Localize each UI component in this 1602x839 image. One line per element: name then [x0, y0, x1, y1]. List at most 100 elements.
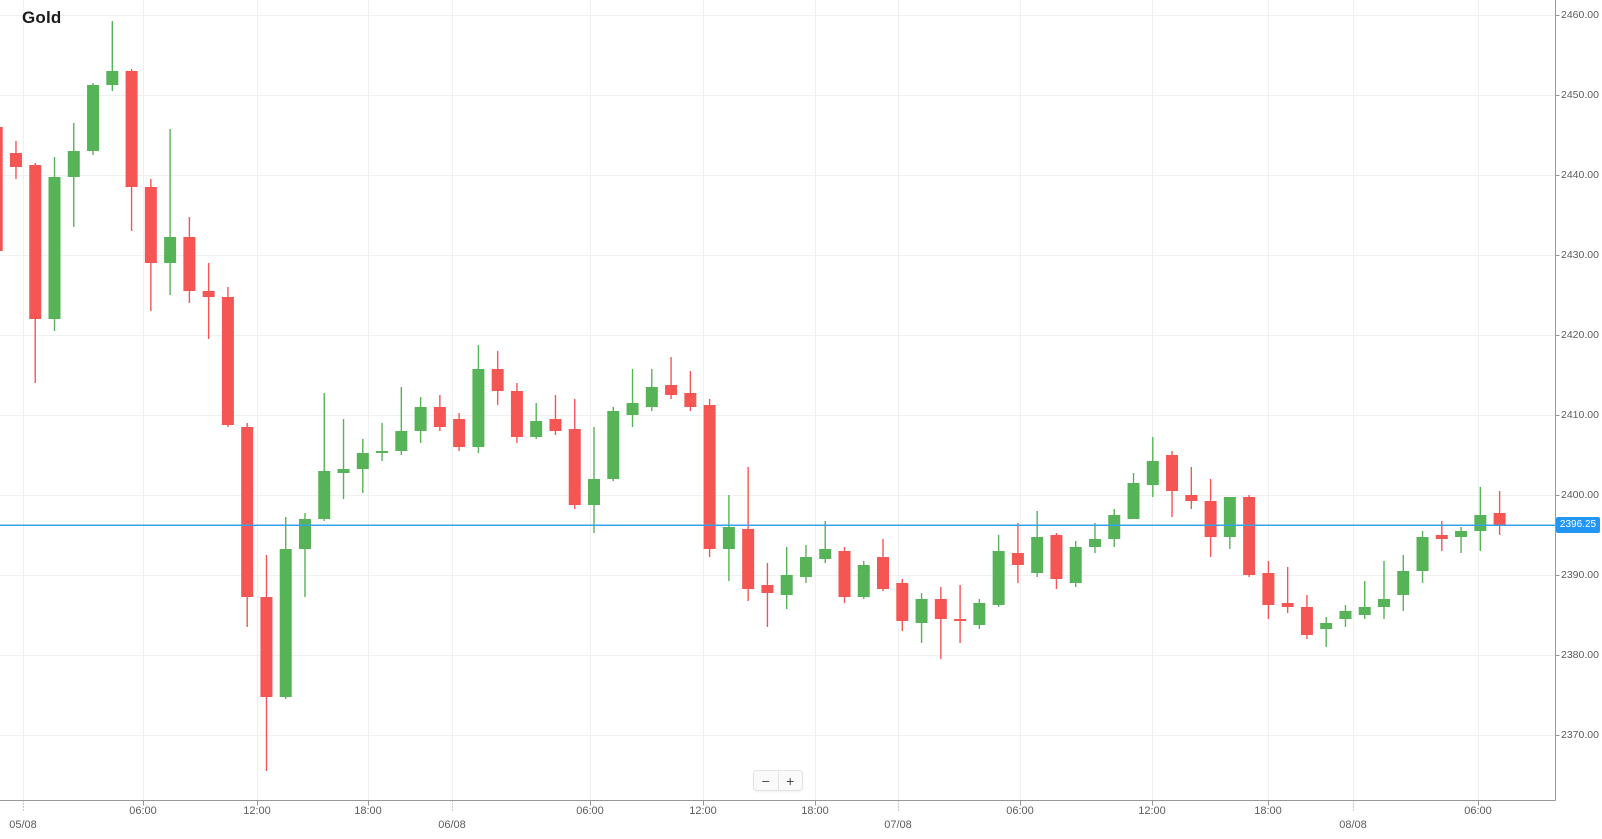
candle	[607, 407, 620, 481]
candle	[298, 513, 311, 597]
candle-body-down	[896, 583, 909, 621]
candle-body-down	[125, 71, 138, 187]
candle	[1166, 451, 1179, 517]
candle-body-up	[87, 85, 100, 151]
candle	[1339, 605, 1352, 627]
candle	[376, 423, 389, 461]
candle-body-down	[1300, 607, 1313, 635]
candle-body-down	[433, 407, 446, 427]
candle	[1435, 521, 1448, 551]
candle	[1281, 567, 1294, 613]
candle	[183, 217, 196, 303]
candle-body-down	[144, 187, 157, 263]
candle-body-down	[684, 393, 697, 407]
candle	[125, 69, 138, 231]
candle-body-down	[0, 127, 3, 251]
zoom-out-button[interactable]: −	[754, 771, 778, 790]
time-axis-label: 06:00	[1006, 805, 1034, 817]
candle-body-down	[1050, 535, 1063, 579]
zoom-controls: − +	[753, 770, 803, 791]
candle	[0, 127, 3, 251]
candle-body-down	[1493, 513, 1506, 525]
time-axis-label: 06:00	[129, 805, 157, 817]
candle-body-down	[202, 291, 215, 297]
candle	[1011, 523, 1024, 583]
candle-body-up	[1146, 461, 1159, 485]
candle	[29, 163, 42, 383]
candle	[87, 83, 100, 155]
candle-body-up	[588, 479, 601, 505]
candle-body-up	[1474, 515, 1487, 531]
date-axis-label: 07/08	[884, 819, 912, 831]
candle	[1358, 581, 1371, 619]
time-axis-label: 18:00	[1254, 805, 1282, 817]
candle	[1185, 467, 1198, 509]
time-axis-label: 12:00	[689, 805, 717, 817]
date-axis-label: 08/08	[1339, 819, 1367, 831]
price-axis-label: 2390.00	[1561, 569, 1599, 581]
candle	[1416, 531, 1429, 583]
candle	[819, 521, 832, 563]
candle-body-up	[530, 421, 543, 437]
candle-body-up	[1455, 531, 1468, 537]
candle-body-down	[1011, 553, 1024, 565]
candle	[722, 495, 735, 581]
candle	[1397, 555, 1410, 611]
candle	[337, 419, 350, 499]
candle	[568, 399, 581, 509]
candle	[838, 547, 851, 603]
candle	[588, 427, 601, 533]
price-axis[interactable]	[1556, 0, 1602, 800]
candle-body-up	[645, 387, 658, 407]
candle	[48, 157, 61, 331]
candle-body-down	[241, 427, 254, 597]
candle	[1127, 473, 1140, 519]
candle-body-up	[780, 575, 793, 595]
candle	[703, 399, 716, 557]
candle	[1243, 495, 1256, 577]
candle-body-up	[318, 471, 331, 519]
candle-body-down	[549, 419, 562, 431]
candle-body-up	[1358, 607, 1371, 615]
time-axis-label: 18:00	[801, 805, 829, 817]
candle-body-up	[1416, 537, 1429, 571]
symbol-title: Gold	[22, 8, 62, 27]
candle	[1108, 509, 1121, 547]
price-axis-label: 2380.00	[1561, 649, 1599, 661]
candle-body-down	[1281, 603, 1294, 607]
candle	[433, 395, 446, 431]
zoom-in-button[interactable]: +	[779, 771, 803, 790]
candle	[761, 563, 774, 627]
candle	[877, 539, 890, 591]
candle-body-down	[1435, 535, 1448, 539]
candle	[780, 547, 793, 609]
candle	[318, 393, 331, 521]
candle	[1031, 511, 1044, 577]
candle-body-up	[722, 527, 735, 549]
candle	[164, 129, 177, 295]
price-axis-label: 2370.00	[1561, 729, 1599, 741]
candle	[221, 287, 234, 427]
price-axis-label: 2400.00	[1561, 489, 1599, 501]
candle-body-down	[877, 557, 890, 589]
candle	[1204, 479, 1217, 557]
candle-body-up	[472, 369, 485, 447]
candle	[1146, 437, 1159, 497]
candle-body-up	[164, 237, 177, 263]
candle	[279, 517, 292, 699]
candle-body-up	[279, 549, 292, 697]
candle-body-up	[819, 549, 832, 559]
candle-body-up	[992, 551, 1005, 605]
candle	[1455, 527, 1468, 553]
candle	[1069, 541, 1082, 587]
candle-body-up	[1223, 497, 1236, 537]
candle	[414, 397, 427, 443]
candle-body-down	[260, 597, 273, 697]
candle	[857, 561, 870, 599]
time-axis-label: 12:00	[243, 805, 271, 817]
candle	[1377, 561, 1390, 619]
candle	[992, 535, 1005, 607]
candle-body-down	[934, 599, 947, 619]
